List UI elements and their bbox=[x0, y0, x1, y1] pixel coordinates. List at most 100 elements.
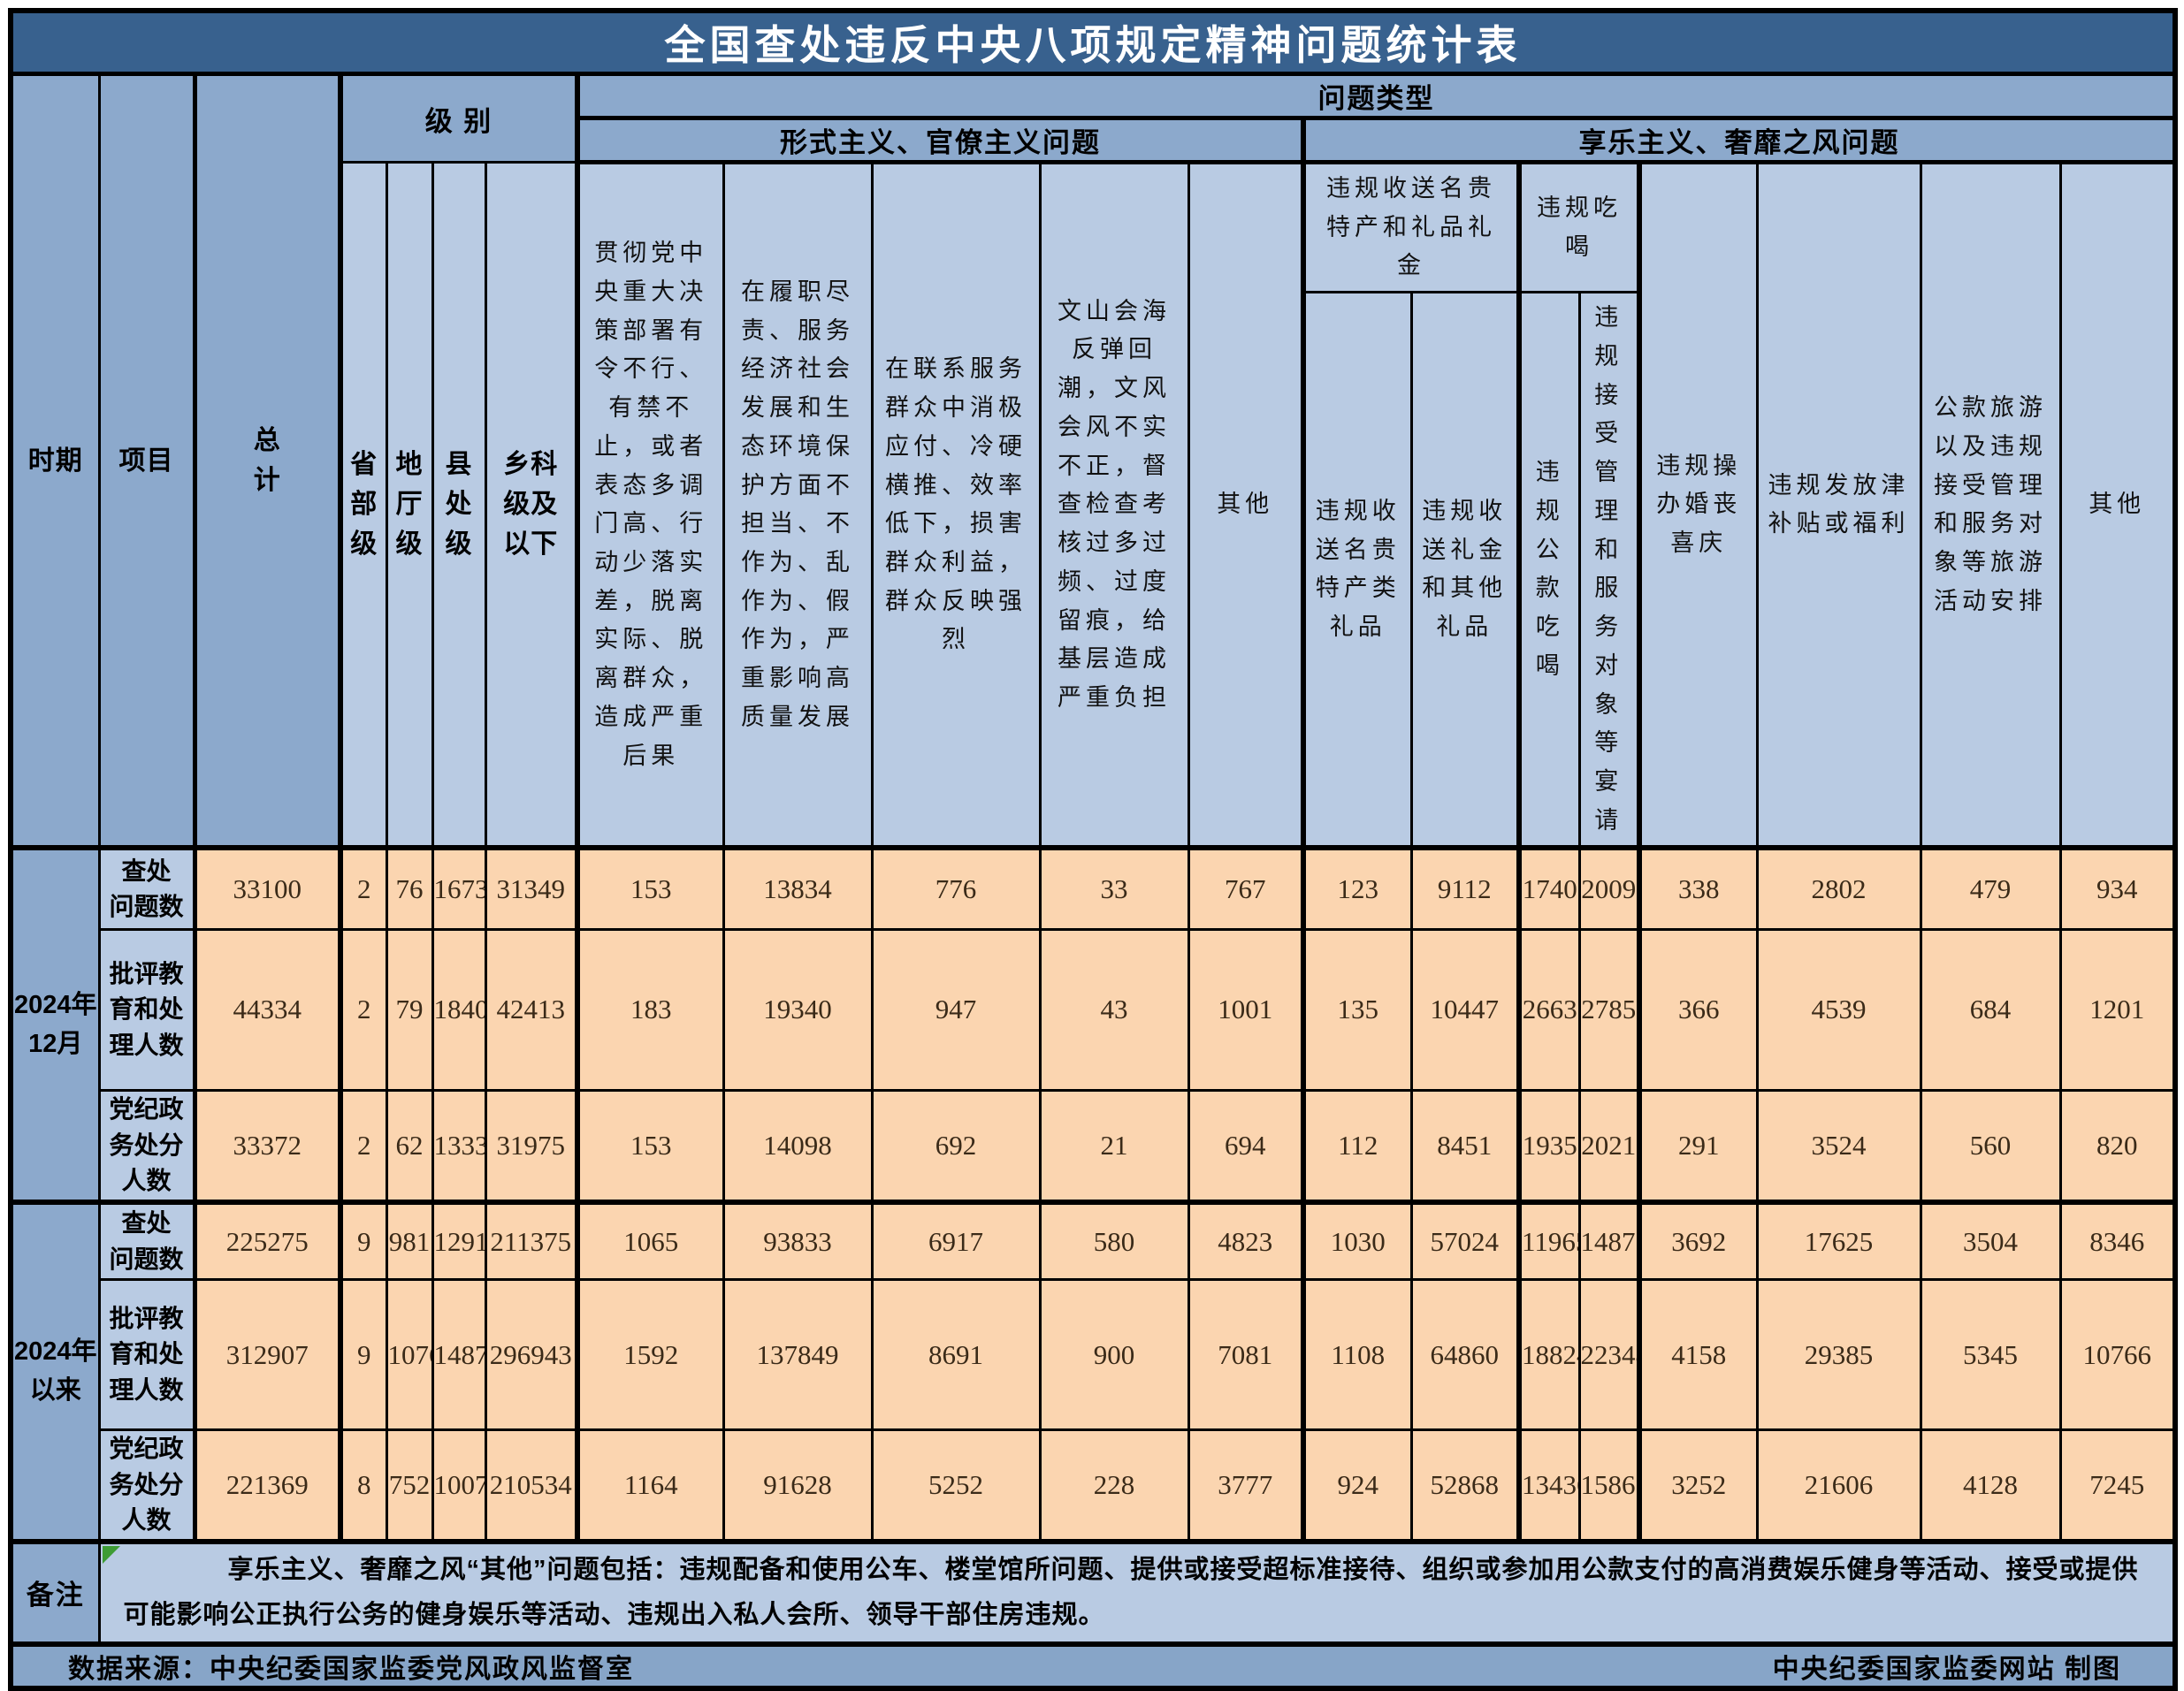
data-cell: 1840 bbox=[431, 927, 487, 1092]
data-cell: 18824 bbox=[1516, 1278, 1581, 1432]
data-cell: 21606 bbox=[1755, 1428, 1922, 1543]
data-cell: 692 bbox=[870, 1088, 1042, 1204]
header-col-serving-masses: 在联系服务群众中消极应付、冷硬横推、效率低下，损害群众利益，群众反映强烈 bbox=[870, 161, 1042, 849]
remark-cell: 享乐主义、奢靡之风“其他”问题包括：违规配备和使用公车、楼堂馆所问题、提供或接受… bbox=[97, 1539, 2177, 1647]
remark-text: 享乐主义、奢靡之风“其他”问题包括：违规配备和使用公车、楼堂馆所问题、提供或接受… bbox=[123, 1556, 2139, 1629]
eight-point-regulations-table: 全国查处违反中央八项规定精神问题统计表 时期 项目 总 计 级 别 问题类型 形… bbox=[8, 8, 2178, 1691]
data-cell: 1333 bbox=[431, 1088, 487, 1204]
data-cell: 33372 bbox=[192, 1088, 342, 1204]
data-cell: 2 bbox=[338, 927, 388, 1092]
row-label-investigated: 查处 问题数 bbox=[97, 1199, 196, 1282]
header-problem-type: 问题类型 bbox=[575, 72, 2177, 120]
data-cell: 1592 bbox=[575, 1278, 725, 1432]
data-cell: 64860 bbox=[1409, 1278, 1521, 1432]
data-cell: 1935 bbox=[1516, 1088, 1581, 1204]
data-cell: 21 bbox=[1038, 1088, 1190, 1204]
header-col-specialty-gifts: 违规收送名贵特产类礼品 bbox=[1301, 291, 1413, 849]
header-col-cash-gifts: 违规收送礼金和其他礼品 bbox=[1409, 291, 1521, 849]
data-cell: 76 bbox=[385, 845, 434, 931]
data-cell: 900 bbox=[1038, 1278, 1190, 1432]
data-cell: 947 bbox=[870, 927, 1042, 1092]
source-bar: 数据来源：中央纪委国家监委党风政风监督室 中央纪委国家监委网站 制图 bbox=[9, 1642, 2177, 1691]
data-cell: 79 bbox=[385, 927, 434, 1092]
header-level-county: 县 处 级 bbox=[431, 161, 487, 849]
data-cell: 7245 bbox=[2058, 1428, 2177, 1543]
data-cell: 12910 bbox=[431, 1199, 487, 1282]
data-cell: 10075 bbox=[431, 1428, 487, 1543]
data-cell: 1673 bbox=[431, 845, 487, 931]
data-cell: 44334 bbox=[192, 927, 342, 1092]
data-cell: 3524 bbox=[1755, 1088, 1922, 1204]
data-cell: 3777 bbox=[1187, 1428, 1305, 1543]
data-cell: 934 bbox=[2058, 845, 2177, 931]
data-cell: 112 bbox=[1301, 1088, 1413, 1204]
header-item: 项目 bbox=[97, 72, 196, 849]
page-title: 全国查处违反中央八项规定精神问题统计表 bbox=[9, 9, 2177, 76]
row-label-criticized: 批评教 育和处 理人数 bbox=[97, 1278, 196, 1432]
data-cell: 9 bbox=[338, 1278, 388, 1432]
header-col-duty: 在履职尽责、服务经济社会发展和生态环境保护方面不担当、不作为、乱作为、假作为，严… bbox=[722, 161, 874, 849]
data-cell: 9 bbox=[338, 1199, 388, 1282]
statistics-table: 全国查处违反中央八项规定精神问题统计表 时期 项目 总 计 级 别 问题类型 形… bbox=[8, 8, 2178, 1691]
data-cell: 33100 bbox=[192, 845, 342, 931]
header-col-weddings-funerals: 违规操办婚丧喜庆 bbox=[1637, 161, 1759, 849]
data-cell: 31349 bbox=[484, 845, 579, 931]
data-cell: 42413 bbox=[484, 927, 579, 1092]
data-cell: 8346 bbox=[2058, 1199, 2177, 1282]
data-cell: 221369 bbox=[192, 1428, 342, 1543]
header-level-township: 乡科 级及 以下 bbox=[484, 161, 579, 849]
data-cell: 694 bbox=[1187, 1088, 1305, 1204]
header-col-decisions: 贯彻党中央重大决策部署有令不行、有禁不止，或者表态多调门高、行动少落实差，脱离实… bbox=[575, 161, 725, 849]
data-cell: 4823 bbox=[1187, 1199, 1305, 1282]
data-cell: 3692 bbox=[1637, 1199, 1759, 1282]
header-col-banquets: 违规接受管理和服务对象等宴请 bbox=[1577, 291, 1641, 849]
data-cell: 225275 bbox=[192, 1199, 342, 1282]
data-cell: 183 bbox=[575, 927, 725, 1092]
data-cell: 291 bbox=[1637, 1088, 1759, 1204]
data-cell: 29385 bbox=[1755, 1278, 1922, 1432]
data-cell: 1164 bbox=[575, 1428, 725, 1543]
header-col-formalism-other: 其他 bbox=[1187, 161, 1305, 849]
data-cell: 752 bbox=[385, 1428, 434, 1543]
data-cell: 33 bbox=[1038, 845, 1190, 931]
period-2024-12: 2024年 12月 bbox=[9, 845, 101, 1204]
header-col-hedonism-other: 其他 bbox=[2058, 161, 2177, 849]
data-cell: 2785 bbox=[1577, 927, 1641, 1092]
data-cell: 135 bbox=[1301, 927, 1413, 1092]
data-cell: 19340 bbox=[722, 927, 874, 1092]
header-eat-group: 违规吃喝 bbox=[1516, 160, 1641, 294]
data-cell: 1740 bbox=[1516, 845, 1581, 931]
data-cell: 14879 bbox=[431, 1278, 487, 1432]
header-period: 时期 bbox=[9, 72, 101, 849]
data-cell: 2021 bbox=[1577, 1088, 1641, 1204]
credit-text: 中央纪委国家监委网站 制图 bbox=[1772, 1654, 2121, 1684]
data-cell: 210534 bbox=[484, 1428, 579, 1543]
header-col-public-funds-dining: 违规公款吃喝 bbox=[1516, 291, 1581, 849]
row-label-disciplined: 党纪政 务处分 人数 bbox=[97, 1088, 196, 1204]
data-cell: 153 bbox=[575, 845, 725, 931]
data-cell: 13834 bbox=[722, 845, 874, 931]
data-cell: 62 bbox=[385, 1088, 434, 1204]
data-cell: 31975 bbox=[484, 1088, 579, 1204]
data-cell: 366 bbox=[1637, 927, 1759, 1092]
header-col-allowances: 违规发放津补贴或福利 bbox=[1755, 161, 1922, 849]
data-cell: 10447 bbox=[1409, 927, 1521, 1092]
data-cell: 2663 bbox=[1516, 927, 1581, 1092]
data-cell: 5252 bbox=[870, 1428, 1042, 1543]
data-cell: 57024 bbox=[1409, 1199, 1521, 1282]
data-cell: 4128 bbox=[1919, 1428, 2062, 1543]
data-cell: 3252 bbox=[1637, 1428, 1759, 1543]
data-cell: 479 bbox=[1919, 845, 2062, 931]
header-col-documents-meetings: 文山会海反弹回潮，文风会风不实不正，督查检查考核过多过频、过度留痕，给基层造成严… bbox=[1038, 161, 1190, 849]
data-cell: 1201 bbox=[2058, 927, 2177, 1092]
data-cell: 8 bbox=[338, 1428, 388, 1543]
header-level-group: 级 别 bbox=[338, 72, 579, 164]
header-hedonism-group: 享乐主义、奢靡之风问题 bbox=[1301, 117, 2177, 164]
data-cell: 10766 bbox=[2058, 1278, 2177, 1432]
data-cell: 684 bbox=[1919, 927, 2062, 1092]
data-cell: 5345 bbox=[1919, 1278, 2062, 1432]
data-cell: 2 bbox=[338, 845, 388, 931]
data-cell: 17625 bbox=[1755, 1199, 1922, 1282]
data-cell: 43 bbox=[1038, 927, 1190, 1092]
header-gift-group: 违规收送名贵特产和礼品礼金 bbox=[1301, 160, 1521, 294]
